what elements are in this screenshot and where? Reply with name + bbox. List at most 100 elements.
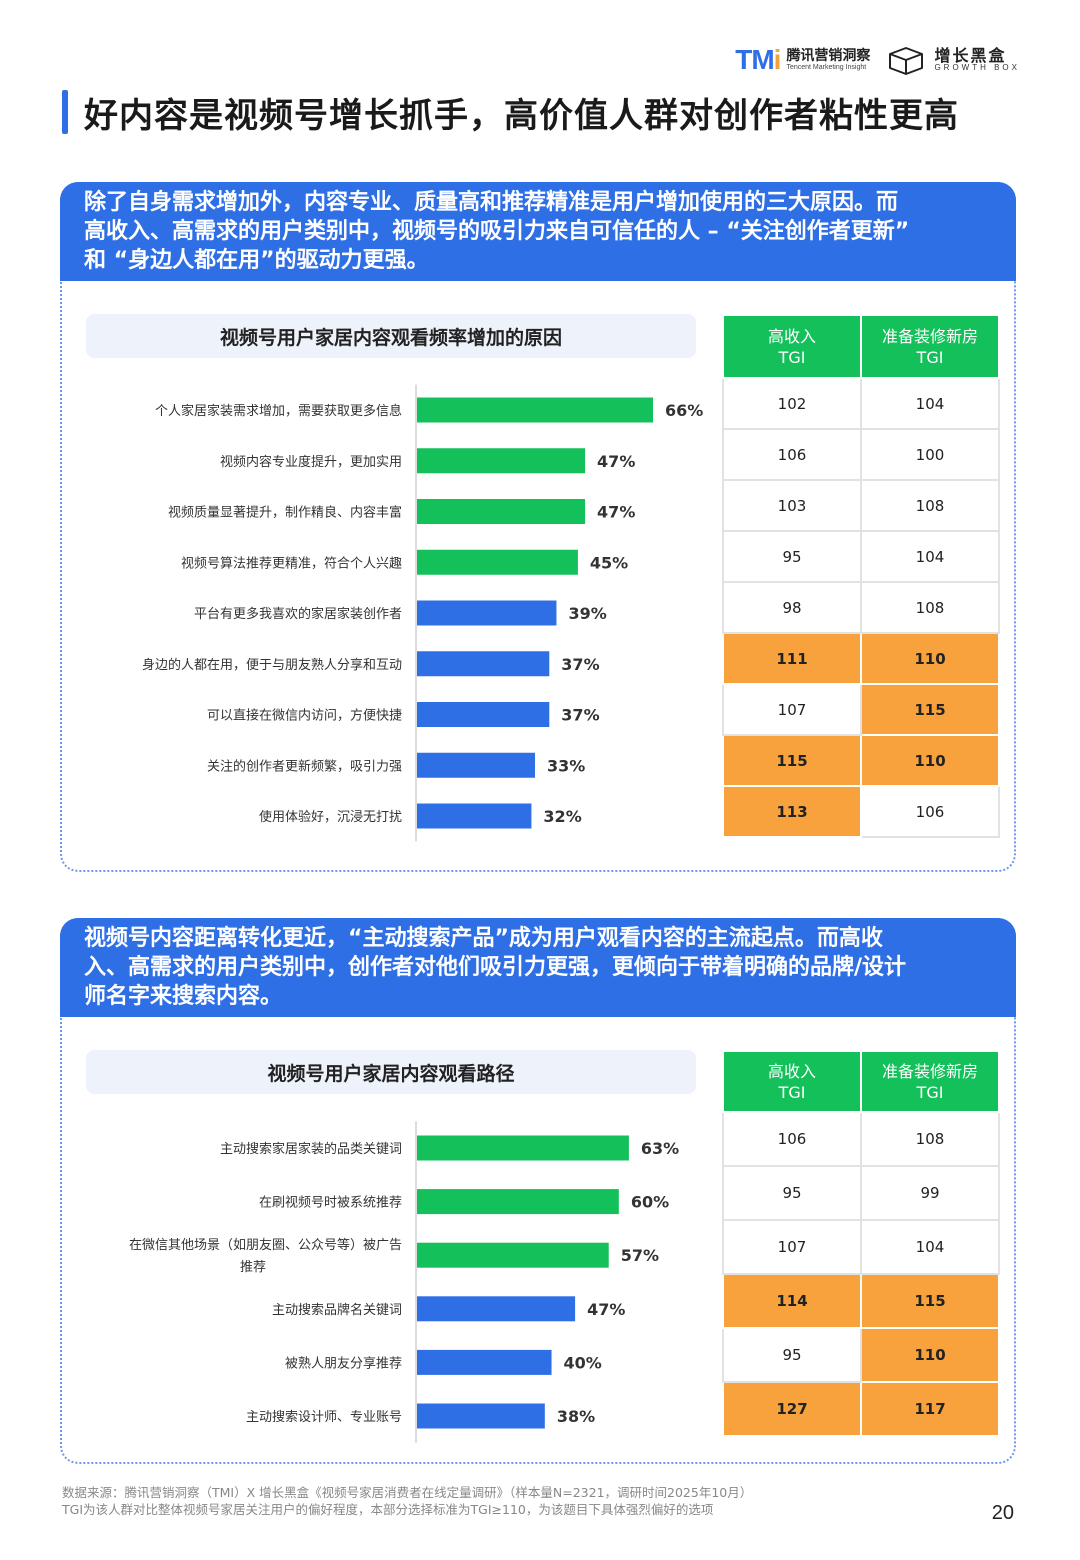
tgi-cell-highlight: 110 (860, 1327, 1000, 1383)
tgi-row: 103 108 (722, 479, 1000, 532)
chart-category-label: 个人家居家装需求增加，需要获取更多信息 (155, 403, 402, 419)
chart-value-label: 45% (590, 553, 628, 572)
chart-category-label-line: 主动搜索设计师、专业账号 (246, 1410, 402, 1425)
title-accent-bar (62, 90, 68, 134)
chart-value-label: 38% (557, 1407, 595, 1426)
tgi-row: 95 104 (722, 530, 1000, 583)
tgi-header-high-income: 高收入 TGI (722, 314, 862, 379)
tgi-cell-highlight: 117 (860, 1381, 1000, 1437)
chart-bar (417, 651, 550, 677)
section1-header-line: 高收入、高需求的用户类别中，视频号的吸引力来自可信任的人 – “关注创作者更新” (84, 219, 910, 244)
chart-category-label-line: 被熟人朋友分享推荐 (285, 1355, 402, 1371)
chart-bar (417, 1403, 545, 1429)
chart-category-label: 主动搜索设计师、专业账号 (246, 1410, 402, 1425)
chart-bar (417, 397, 653, 423)
chart-category-label: 关注的创作者更新频繁，吸引力强 (207, 758, 402, 774)
chart-bar (417, 752, 535, 778)
chart-category-label-line: 在刷视频号时被系统推荐 (259, 1196, 402, 1211)
tgi-cell-highlight: 115 (860, 683, 1000, 736)
chart-category-label: 主动搜索品牌名关键词 (272, 1302, 402, 1318)
chart-category-label-line: 身边的人都在用，便于与朋友熟人分享和互动 (142, 657, 402, 673)
tgi-cell: 95 (722, 1165, 862, 1221)
chart-category-label: 在刷视频号时被系统推荐 (259, 1196, 402, 1211)
chart-bar (417, 1349, 552, 1375)
tgi-cell-highlight: 113 (722, 785, 862, 838)
tgi-cell: 107 (722, 1219, 862, 1275)
tgi-row: 98 108 (722, 581, 1000, 634)
footer-tgi-note: TGI为该人群对比整体视频号家居关注用户的偏好程度，本部分选择标准为TGI≥11… (62, 1502, 714, 1517)
tgi-header-line: TGI (778, 347, 806, 367)
chart-category-label-line: 视频内容专业度提升，更加实用 (220, 454, 402, 470)
footer-notes: 数据来源：腾讯营销洞察（TMI）X 增长黑盒《视频号家居消费者在线定量调研》（样… (62, 1484, 752, 1518)
chart-category-label-line: 视频号算法推荐更精准，符合个人兴趣 (181, 555, 402, 571)
page-title: 好内容是视频号增长抓手，高价值人群对创作者粘性更高 (84, 96, 959, 136)
chart-category-label: 在微信其他场景（如朋友圈、公众号等）被广告推荐 (129, 1237, 402, 1275)
tgi-header-line: TGI (916, 1082, 944, 1102)
box-icon (889, 47, 924, 75)
tgi-cell-highlight: 111 (722, 632, 862, 685)
chart-category-label: 主动搜索家居家装的品类关键词 (220, 1141, 402, 1157)
chart2-svg: 63% 主动搜索家居家装的品类关键词 60% 在刷视频号时被系统推荐 57% 在微信其他场… (129, 1121, 679, 1443)
chart-value-label: 63% (641, 1139, 679, 1158)
tgi-cell: 106 (722, 428, 862, 481)
section1-header-line: 和 “身边人都在用”的驱动力更强。 (84, 248, 429, 273)
chart-category-label-line: 使用体验好，沉浸无打扰 (259, 809, 402, 825)
tgi-header-high-income: 高收入 TGI (722, 1050, 862, 1113)
tgi-row: 95 110 (722, 1327, 1000, 1383)
chart-category-label: 身边的人都在用，便于与朋友熟人分享和互动 (142, 657, 402, 673)
tgi-row: 127 117 (722, 1381, 1000, 1437)
tgi-cell: 95 (722, 1327, 862, 1383)
section2-header: 视频号内容距离转化更近，“主动搜索产品”成为用户观看内容的主流起点。而高收 入、… (60, 918, 1016, 1017)
tgi-row: 107 104 (722, 1219, 1000, 1275)
chart-value-label: 32% (543, 807, 581, 826)
tgi-row: 111 110 (722, 632, 1000, 685)
section2-panel: 视频号内容距离转化更近，“主动搜索产品”成为用户观看内容的主流起点。而高收 入、… (60, 918, 1016, 1464)
tgi-cell: 106 (722, 1111, 862, 1167)
page-number: 20 (991, 1502, 1014, 1524)
chart-value-label: 47% (597, 452, 635, 471)
tgi-row: 106 100 (722, 428, 1000, 481)
tgi-cell-highlight: 115 (860, 1273, 1000, 1329)
growth-box-logo: 增长黑盒 GROWTH BOX (886, 44, 1020, 76)
tgi-header-line: 高收入 (767, 326, 816, 346)
section1-tgi-table: 高收入 TGI 准备装修新房 TGI 102 104 106 100 103 108 95 104… (722, 314, 1000, 838)
chart-category-label-line: 视频质量显著提升，制作精良、内容丰富 (168, 505, 402, 521)
tgi-cell: 104 (860, 1219, 1000, 1275)
chart-category-label-line: 个人家居家装需求增加，需要获取更多信息 (155, 403, 402, 419)
chart-category-label-line: 关注的创作者更新频繁，吸引力强 (207, 758, 402, 774)
tgi-cell: 103 (722, 479, 862, 532)
chart-value-label: 40% (564, 1353, 602, 1372)
chart-value-label: 66% (665, 401, 703, 420)
tgi-header-line: 准备装修新房 (881, 1061, 978, 1081)
chart-category-label-line: 在微信其他场景（如朋友圈、公众号等）被广告 (129, 1237, 402, 1253)
section2-header-line: 入、高需求的用户类别中，创作者对他们吸引力更强，更倾向于带着明确的品牌/设计 (84, 955, 907, 980)
tgi-cell: 100 (860, 428, 1000, 481)
tgi-header-renovation: 准备装修新房 TGI (860, 314, 1000, 379)
growth-box-en: GROWTH BOX (934, 63, 1020, 73)
chart-value-label: 39% (568, 604, 606, 623)
tgi-row: 113 106 (722, 785, 1000, 838)
section2-header-line: 视频号内容距离转化更近，“主动搜索产品”成为用户观看内容的主流起点。而高收 (84, 926, 883, 951)
chart-category-label-line: 平台有更多我喜欢的家居家装创作者 (194, 606, 402, 622)
chart-category-label: 可以直接在微信内访问，方便快捷 (207, 708, 402, 724)
tgi-cell: 102 (722, 377, 862, 430)
chart-bar (417, 1189, 619, 1215)
tgi-cell: 104 (860, 377, 1000, 430)
tgi-row: 107 115 (722, 683, 1000, 736)
tgi-row: 95 99 (722, 1165, 1000, 1221)
section2-tgi-table: 高收入 TGI 准备装修新房 TGI 106 108 95 99 107 104 114 115 9… (722, 1050, 1000, 1437)
tgi-row: 114 115 (722, 1273, 1000, 1329)
chart-bar (417, 1135, 629, 1161)
chart-bar (417, 600, 557, 626)
section1-header-line: 除了自身需求增加外，内容专业、质量高和推荐精准是用户增加使用的三大原因。而 (84, 190, 899, 215)
tgi-cell-highlight: 110 (860, 632, 1000, 685)
chart-category-label: 使用体验好，沉浸无打扰 (259, 809, 402, 825)
chart-bar (417, 803, 532, 829)
tgi-cell-highlight: 127 (722, 1381, 862, 1437)
tgi-cell: 95 (722, 530, 862, 583)
tmi-logo-en: Tencent Marketing Insight (786, 63, 867, 71)
chart1-title: 视频号用户家居内容观看频率增加的原因 (86, 314, 696, 358)
tgi-row: 115 110 (722, 734, 1000, 787)
chart-bar (417, 702, 550, 727)
tgi-cell-highlight: 110 (860, 734, 1000, 787)
